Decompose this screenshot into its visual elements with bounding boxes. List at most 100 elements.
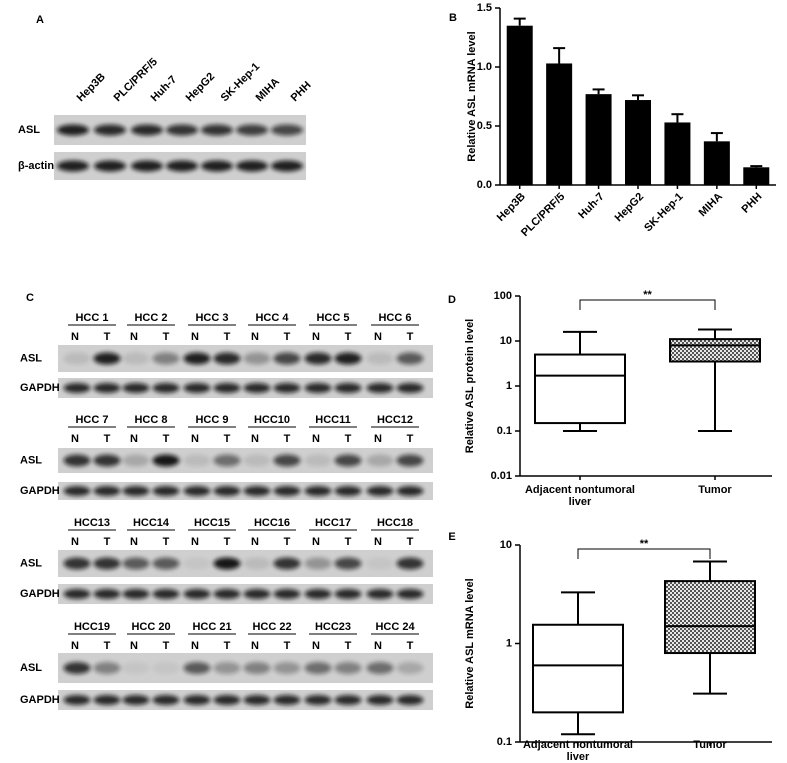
lane-label: N [374, 433, 382, 445]
y-axis-label: Relative ASL mRNA level [466, 31, 478, 161]
lane-label: T [224, 331, 231, 343]
blot-band [273, 557, 301, 570]
lane-label: N [71, 640, 79, 652]
blot-band [396, 589, 424, 599]
group-label: HCC 5 [316, 312, 349, 324]
group-label: HCC 24 [375, 621, 415, 633]
blot-band [304, 557, 332, 570]
lane-label: T [163, 331, 170, 343]
blot-band [152, 486, 180, 496]
x-tick-label: Hep3B [495, 191, 528, 224]
blot-band [152, 454, 180, 467]
blot-band [396, 383, 424, 393]
row-label: GAPDH [20, 588, 60, 600]
blot-band [396, 557, 424, 570]
blot-band [93, 383, 121, 393]
blot-band [243, 695, 271, 705]
lane-label: T [163, 536, 170, 548]
blot-band [57, 124, 89, 136]
y-tick-label: 0.1 [497, 425, 512, 437]
significance-label: ** [640, 538, 649, 550]
blot-band [122, 454, 150, 467]
panel-letter: B [449, 12, 457, 24]
group-label: HCC 1 [75, 312, 108, 324]
box [532, 623, 624, 714]
lane-label: N [251, 640, 259, 652]
blot-band [122, 383, 150, 393]
group-label: HCC18 [377, 517, 413, 529]
lane-label: N [251, 331, 259, 343]
blot-band [183, 557, 211, 570]
blot-band [94, 160, 126, 172]
lane-label: N [71, 536, 79, 548]
blot-band [183, 662, 211, 674]
blot-band [122, 662, 150, 674]
blot-band [273, 662, 301, 674]
lane-label: T [345, 331, 352, 343]
blot-band [152, 352, 180, 365]
blot-band [152, 662, 180, 674]
bar [625, 100, 651, 185]
blot-band [166, 160, 198, 172]
x-tick-label: Adjacent nontumoral liver [524, 484, 635, 508]
blot-band [93, 352, 121, 365]
y-axis-label: Relative ASL protein level [464, 319, 476, 454]
lane-label: Huh-7 [149, 74, 180, 105]
group-label: HCC16 [254, 517, 290, 529]
blot-band [334, 695, 362, 705]
lane-label: N [130, 433, 138, 445]
lane-label: N [130, 640, 138, 652]
lane-label: T [345, 536, 352, 548]
significance-bracket [577, 548, 711, 559]
blot-band [366, 383, 394, 393]
blot-band [396, 695, 424, 705]
lane-label: T [284, 433, 291, 445]
group-label: HCC11 [315, 414, 350, 426]
blot-band [213, 662, 241, 674]
blot-band [334, 557, 362, 570]
blot-band [93, 557, 121, 570]
lane-label: N [251, 433, 259, 445]
blot-band [366, 352, 394, 365]
panel-letter: D [448, 294, 456, 306]
lane-label: N [191, 640, 199, 652]
blot-band [213, 352, 241, 365]
significance-bracket [579, 299, 716, 310]
blot-band [396, 352, 424, 365]
blot-band [93, 695, 121, 705]
lane-label: PHH [289, 79, 314, 104]
blot-band [236, 124, 268, 136]
blot-band [152, 589, 180, 599]
lane-label: N [374, 536, 382, 548]
blot-band [304, 695, 332, 705]
blot-band [334, 486, 362, 496]
lane-label: T [407, 536, 414, 548]
group-label: HCC 2 [134, 312, 167, 324]
row-label: ASL [20, 352, 42, 364]
blot-band [273, 695, 301, 705]
lane-label: N [191, 433, 199, 445]
blot-band [122, 352, 150, 365]
lane-label: T [104, 331, 111, 343]
blot-band [131, 160, 163, 172]
group-label: HCC23 [315, 621, 351, 633]
blot-band [63, 352, 91, 365]
group-label: HCC 21 [192, 621, 231, 633]
group-label: HCC 6 [378, 312, 411, 324]
y-tick-label: 1.5 [477, 2, 492, 14]
blot-band [396, 486, 424, 496]
lane-label: N [312, 433, 320, 445]
lane-label: T [284, 331, 291, 343]
lane-label: N [191, 331, 199, 343]
blot-band [122, 557, 150, 570]
blot-band [236, 160, 268, 172]
lane-label: HepG2 [184, 71, 218, 105]
blot-band [93, 486, 121, 496]
blot-band [366, 454, 394, 467]
blot-band [243, 454, 271, 467]
lane-label: T [224, 433, 231, 445]
x-tick-label: MIHA [697, 191, 725, 219]
blot-band [63, 557, 91, 570]
blot-band [152, 383, 180, 393]
lane-label: T [407, 640, 414, 652]
